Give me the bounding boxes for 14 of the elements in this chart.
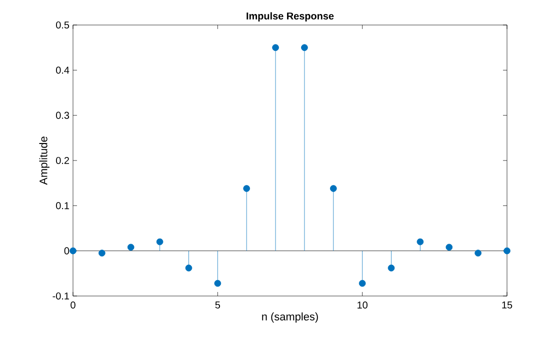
x-tick-label: 0 xyxy=(70,302,76,309)
x-tick-label: 10 xyxy=(358,302,368,309)
y-tick-label: 0.2 xyxy=(56,156,69,164)
x-tick-label: 15 xyxy=(502,302,512,308)
x-axis-title: n (samples) xyxy=(262,312,318,323)
y-tick-label: 0.5 xyxy=(56,21,70,29)
y-tick-label: 0.3 xyxy=(56,112,70,119)
y-axis-title: Amplitude xyxy=(39,136,50,185)
y-tick-label: -0.1 xyxy=(52,292,70,300)
y-tick-label: 0 xyxy=(64,247,70,254)
y-tick-label: 0.1 xyxy=(56,202,70,210)
x-tick-label: 5 xyxy=(215,302,220,308)
chart-title: Impulse Response xyxy=(246,12,334,22)
y-tick-label: 0.4 xyxy=(56,66,70,74)
